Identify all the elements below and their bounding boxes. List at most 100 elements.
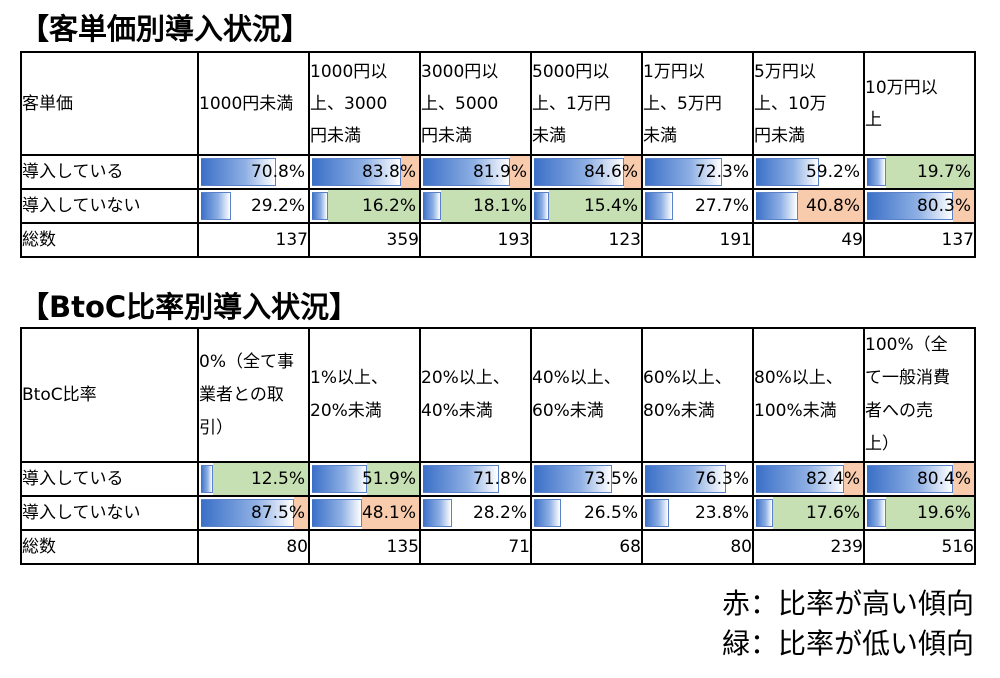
percent-cell: 26.5% [530,495,643,531]
percent-value: 71.8% [472,469,527,489]
data-bar [423,158,511,186]
low-tendency-highlight [212,464,307,494]
low-tendency-highlight [548,191,640,221]
percent-cell: 12.5% [197,461,310,497]
row-label: 導入していない [20,495,199,531]
percent-cell: 18.1% [419,188,532,224]
total-count: 68 [530,529,643,565]
high-tendency-highlight [510,157,529,187]
percent-value: 51.9% [361,469,416,489]
percent-cell: 80.3% [863,188,976,224]
percent-value: 17.6% [805,503,860,523]
data-bar [423,465,500,493]
percent-value: 73.5% [583,469,638,489]
low-tendency-highlight [886,157,973,187]
category-header: 60%以上、 80%未満 [641,327,754,463]
category-header: 100%（全 て一般消費 者への売 上） [863,327,976,463]
percent-cell: 17.6% [752,495,865,531]
header-row: 客単価 1000円未満 1000円以 上、3000 円未満 3000円以 上、500… [20,51,976,156]
data-bar [312,465,367,493]
data-bar [312,499,363,527]
data-bar [645,465,727,493]
row-total: 総数 80 135 71 68 80 239 516 [20,529,976,565]
percent-cell: 59.2% [752,154,865,190]
low-tendency-highlight [440,191,529,221]
data-bar [867,465,953,493]
low-tendency-highlight [327,191,418,221]
data-bar [867,192,953,220]
row-total: 総数 137 359 193 123 191 49 137 [20,222,976,258]
total-count: 49 [752,222,865,258]
high-tendency-highlight [624,157,640,187]
data-bar [645,192,674,220]
percent-cell: 15.4% [530,188,643,224]
percent-value: 19.7% [916,162,971,182]
header-label: 客単価 [20,51,199,156]
table2-btoc-ratio: BtoC比率 0%（全て事 業者との取 引） 1%以上、 20%未満 20%以上、 … [20,327,976,565]
total-count: 137 [197,222,310,258]
category-header: 40%以上、 60%未満 [530,327,643,463]
category-header: 1万円以 上、5万円 未満 [641,51,754,156]
table2-title: 【BtoC比率別導入状況】 [20,290,359,324]
percent-cell: 87.5% [197,495,310,531]
row-label: 導入している [20,461,199,497]
row-label: 導入していない [20,188,199,224]
row-label: 導入している [20,154,199,190]
percent-cell: 16.2% [308,188,421,224]
legend-red-note: 赤：比率が高い傾向 [721,587,974,620]
low-tendency-highlight [366,464,418,494]
data-bar [201,158,277,186]
percent-cell: 81.9% [419,154,532,190]
data-bar [756,465,844,493]
total-count: 193 [419,222,532,258]
percent-cell: 76.3% [641,461,754,497]
table1-title: 【客単価別導入状況】 [20,12,311,46]
data-bar [201,499,295,527]
data-bar [201,192,231,220]
data-bar [867,158,887,186]
category-header: 0%（全て事 業者との取 引） [197,327,310,463]
category-header: 3000円以 上、5000 円未満 [419,51,532,156]
percent-cell: 23.8% [641,495,754,531]
percent-value: 70.8% [250,162,305,182]
total-count: 80 [641,529,754,565]
data-bar [756,158,819,186]
data-bar [645,499,669,527]
percent-cell: 51.9% [308,461,421,497]
percent-value: 59.2% [805,162,860,182]
total-count: 239 [752,529,865,565]
percent-cell: 82.4% [752,461,865,497]
data-bar [534,499,561,527]
percent-value: 15.4% [583,196,638,216]
percent-value: 29.2% [250,196,305,216]
percent-cell: 40.8% [752,188,865,224]
category-header: 80%以上、 100%未満 [752,327,865,463]
total-count: 516 [863,529,976,565]
total-count: 137 [863,222,976,258]
percent-cell: 29.2% [197,188,310,224]
high-tendency-highlight [952,191,973,221]
data-bar [423,499,452,527]
percent-cell: 72.3% [641,154,754,190]
percent-value: 27.7% [694,196,749,216]
percent-value: 84.6% [583,162,638,182]
data-bar [312,192,328,220]
header-row: BtoC比率 0%（全て事 業者との取 引） 1%以上、 20%未満 20%以上、 … [20,327,976,463]
low-tendency-highlight [773,498,862,528]
percent-value: 87.5% [250,503,305,523]
table1-customer-price: 客単価 1000円未満 1000円以 上、3000 円未満 3000円以 上、500… [20,51,976,258]
data-bar [201,465,213,493]
category-header: 1%以上、 20%未満 [308,327,421,463]
percent-cell: 19.7% [863,154,976,190]
percent-value: 80.3% [916,196,971,216]
data-bar [756,192,799,220]
percent-value: 28.2% [472,503,527,523]
category-header: 20%以上、 40%未満 [419,327,532,463]
percent-cell: 71.8% [419,461,532,497]
percent-value: 40.8% [805,196,860,216]
data-bar [756,499,774,527]
percent-cell: 84.6% [530,154,643,190]
total-count: 359 [308,222,421,258]
total-label: 総数 [20,529,199,565]
percent-value: 23.8% [694,503,749,523]
